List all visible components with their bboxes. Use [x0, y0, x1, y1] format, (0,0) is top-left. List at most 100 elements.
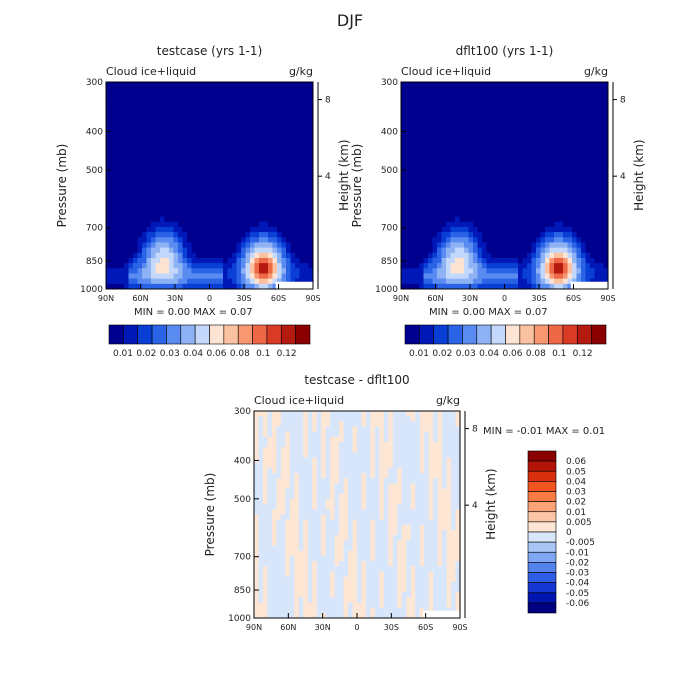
field-cell: [446, 263, 451, 269]
field-cell: [545, 123, 550, 129]
field-cell: [312, 426, 318, 433]
field-cell: [509, 159, 514, 166]
x-tick-label: 30N: [462, 294, 478, 303]
field-cell: [572, 216, 577, 223]
field-cell: [473, 159, 478, 166]
field-cell: [428, 180, 433, 186]
field-cell: [298, 535, 304, 541]
field-cell: [464, 278, 469, 285]
field-cell: [437, 180, 442, 186]
x-tick-label: 60N: [132, 294, 148, 303]
field-cell: [370, 416, 376, 422]
field-cell: [258, 535, 264, 541]
field-cell: [473, 273, 478, 280]
field-cell: [545, 180, 550, 186]
field-cell: [423, 123, 429, 129]
field-cell: [599, 128, 604, 135]
field-cell: [500, 123, 505, 129]
field-cell: [276, 411, 282, 417]
field-cell: [289, 416, 295, 422]
field-cell: [522, 257, 528, 264]
field-cell: [357, 426, 362, 433]
field-cell: [352, 493, 358, 500]
field-cell: [209, 201, 215, 207]
field-cell: [563, 87, 568, 93]
field-cell: [155, 268, 161, 274]
field-cell: [214, 164, 219, 171]
field-cell: [518, 154, 523, 161]
field-cell: [536, 252, 541, 259]
field-cell: [106, 206, 111, 212]
field-cell: [540, 87, 546, 93]
field-cell: [325, 421, 331, 427]
field-cell: [200, 283, 206, 290]
field-cell: [259, 102, 264, 109]
field-cell: [365, 607, 371, 614]
field-cell: [513, 180, 519, 186]
field-cell: [316, 462, 322, 469]
field-cell: [563, 149, 568, 155]
field-cell: [137, 159, 143, 166]
field-cell: [258, 612, 264, 619]
field-cell: [491, 169, 496, 176]
field-cell: [312, 592, 318, 598]
field-cell: [464, 154, 469, 161]
field-cell: [441, 180, 447, 186]
field-cell: [513, 221, 519, 228]
field-cell: [567, 221, 573, 228]
field-cell: [405, 87, 411, 93]
field-cell: [227, 257, 233, 264]
colorbar-swatch: [490, 324, 506, 345]
field-cell: [491, 283, 496, 290]
field-cell: [308, 201, 314, 207]
field-cell: [383, 473, 389, 479]
field-cell: [250, 180, 255, 186]
field-cell: [308, 133, 314, 140]
colorbar-swatch: [419, 324, 435, 345]
field-cell: [146, 118, 152, 124]
field-cell: [209, 206, 215, 212]
field-cell: [379, 416, 385, 422]
field-cell: [164, 113, 170, 119]
field-cell: [468, 149, 474, 155]
field-cell: [549, 216, 555, 223]
field-cell: [477, 278, 483, 285]
field-cell: [563, 164, 568, 171]
field-cell: [594, 237, 600, 243]
field-cell: [330, 504, 336, 510]
field-cell: [267, 571, 273, 577]
field-cell: [379, 586, 385, 593]
field-cell: [504, 221, 510, 228]
field-cell: [459, 123, 465, 129]
field-cell: [581, 107, 586, 114]
field-cell: [321, 462, 327, 469]
field-cell: [365, 550, 371, 557]
field-cell: [572, 268, 577, 274]
field-cell: [119, 283, 125, 290]
field-cell: [110, 201, 116, 207]
field-cell: [504, 283, 510, 290]
field-cell: [419, 206, 424, 212]
field-cell: [286, 92, 291, 98]
field-cell: [513, 113, 519, 119]
field-cell: [321, 519, 327, 526]
field-cell: [133, 211, 138, 217]
field-cell: [178, 154, 183, 161]
field-cell: [236, 107, 242, 114]
field-cell: [232, 159, 237, 166]
field-cell: [227, 242, 233, 248]
field-cell: [187, 102, 192, 109]
field-cell: [254, 478, 259, 484]
field-cell: [545, 133, 550, 140]
field-cell: [299, 164, 305, 171]
field-cell: [187, 185, 192, 192]
field-cell: [312, 431, 318, 438]
field-cell: [119, 113, 125, 119]
field-cell: [594, 107, 600, 114]
field-cell: [178, 87, 183, 93]
field-cell: [304, 123, 309, 129]
field-cell: [325, 509, 331, 515]
field-cell: [334, 483, 340, 490]
field-cell: [549, 268, 555, 274]
field-cell: [245, 185, 251, 192]
